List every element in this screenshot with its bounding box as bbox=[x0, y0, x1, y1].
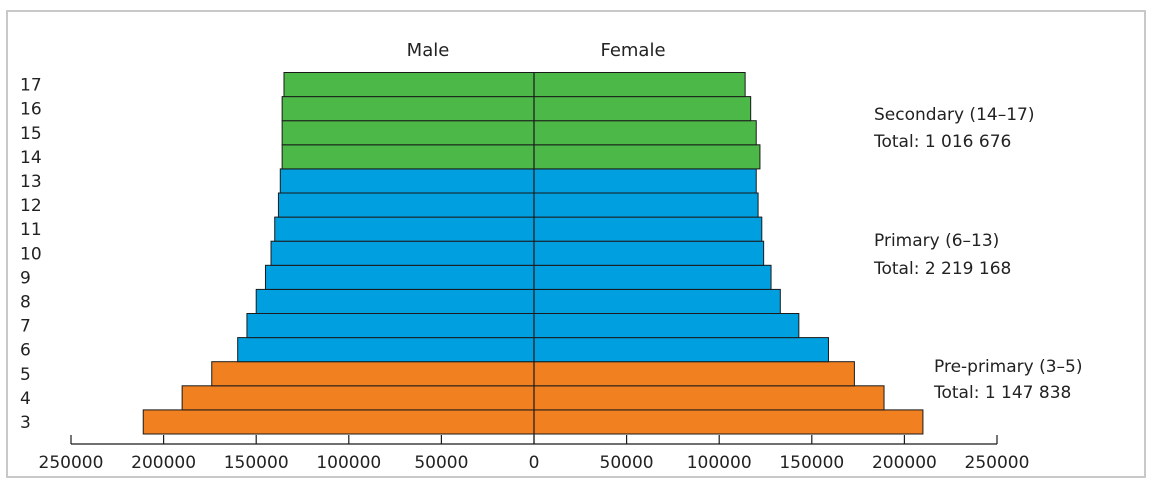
age-label-6: 6 bbox=[20, 341, 31, 361]
bar-female-age-9 bbox=[533, 264, 772, 290]
bar-male-age-6 bbox=[237, 337, 535, 363]
x-tick-label-4: 50000 bbox=[414, 453, 468, 473]
age-label-11: 11 bbox=[20, 220, 42, 240]
group-label-secondary: Secondary (14–17) bbox=[874, 105, 1034, 125]
bar-male-age-14 bbox=[281, 144, 535, 170]
age-label-4: 4 bbox=[20, 389, 31, 409]
age-label-15: 15 bbox=[20, 124, 42, 144]
bar-male-age-12 bbox=[277, 192, 535, 218]
x-tick-label-7: 100000 bbox=[687, 453, 752, 473]
age-label-17: 17 bbox=[20, 76, 42, 96]
age-label-3: 3 bbox=[20, 413, 31, 433]
bar-female-age-5 bbox=[533, 361, 855, 387]
bar-male-age-8 bbox=[255, 288, 535, 314]
bar-female-age-17 bbox=[533, 72, 746, 98]
labels-layer: 3 4 5 6 7 8 9 10 11 12 13 14 15 16 17 Male Female Pre-pri… bbox=[20, 40, 1083, 433]
header-male: Male bbox=[407, 40, 450, 61]
bar-male-age-3 bbox=[142, 409, 535, 435]
bar-male-age-16 bbox=[281, 96, 535, 122]
group-total-primary: Total: 2 219 168 bbox=[873, 259, 1011, 279]
x-tick-label-0: 250000 bbox=[39, 453, 104, 473]
age-label-9: 9 bbox=[20, 268, 31, 288]
age-label-13: 13 bbox=[20, 172, 42, 192]
bar-male-age-17 bbox=[283, 72, 535, 98]
bar-male-age-15 bbox=[281, 120, 535, 146]
group-label-pre-primary: Pre-primary (3–5) bbox=[934, 357, 1083, 377]
bars-layer bbox=[142, 72, 924, 444]
x-tick-label-1: 200000 bbox=[131, 453, 196, 473]
x-tick-label-6: 50000 bbox=[600, 453, 654, 473]
group-total-secondary: Total: 1 016 676 bbox=[873, 132, 1011, 152]
bar-male-age-11 bbox=[274, 216, 535, 242]
age-label-5: 5 bbox=[20, 365, 31, 385]
bar-female-age-13 bbox=[533, 168, 757, 194]
age-label-12: 12 bbox=[20, 196, 42, 216]
bar-female-age-3 bbox=[533, 409, 924, 435]
bar-female-age-8 bbox=[533, 288, 781, 314]
age-label-10: 10 bbox=[20, 244, 42, 264]
age-label-7: 7 bbox=[20, 317, 31, 337]
population-pyramid-chart: 250000 200000 150000 100000 50000 0 50000 10000… bbox=[20, 40, 1083, 473]
bar-female-age-4 bbox=[533, 385, 885, 411]
bar-female-age-14 bbox=[533, 144, 761, 170]
bar-female-age-16 bbox=[533, 96, 752, 122]
bar-female-age-12 bbox=[533, 192, 759, 218]
header-female: Female bbox=[600, 40, 665, 61]
bar-male-age-13 bbox=[279, 168, 535, 194]
chart-frame: 250000 200000 150000 100000 50000 0 50000 10000… bbox=[6, 10, 1146, 478]
x-tick-label-3: 100000 bbox=[316, 453, 381, 473]
bar-female-age-10 bbox=[533, 240, 765, 266]
bar-male-age-5 bbox=[211, 361, 535, 387]
bar-male-age-9 bbox=[264, 264, 535, 290]
bar-female-age-7 bbox=[533, 313, 800, 339]
bar-male-age-7 bbox=[246, 313, 535, 339]
age-label-16: 16 bbox=[20, 100, 42, 120]
bar-male-age-4 bbox=[181, 385, 535, 411]
group-label-primary: Primary (6–13) bbox=[874, 231, 999, 251]
bar-female-age-15 bbox=[533, 120, 757, 146]
group-total-pre-primary: Total: 1 147 838 bbox=[933, 383, 1071, 403]
x-tick-label-10: 250000 bbox=[965, 453, 1030, 473]
x-tick-label-5: 0 bbox=[529, 453, 540, 473]
x-tick-label-9: 200000 bbox=[872, 453, 937, 473]
x-axis: 250000 200000 150000 100000 50000 0 50000 10000… bbox=[39, 435, 1030, 473]
x-tick-label-2: 150000 bbox=[224, 453, 289, 473]
age-label-14: 14 bbox=[20, 148, 42, 168]
bar-female-age-6 bbox=[533, 337, 829, 363]
bar-female-age-11 bbox=[533, 216, 763, 242]
age-label-8: 8 bbox=[20, 292, 31, 312]
x-tick-label-8: 150000 bbox=[779, 453, 844, 473]
bar-male-age-10 bbox=[270, 240, 535, 266]
